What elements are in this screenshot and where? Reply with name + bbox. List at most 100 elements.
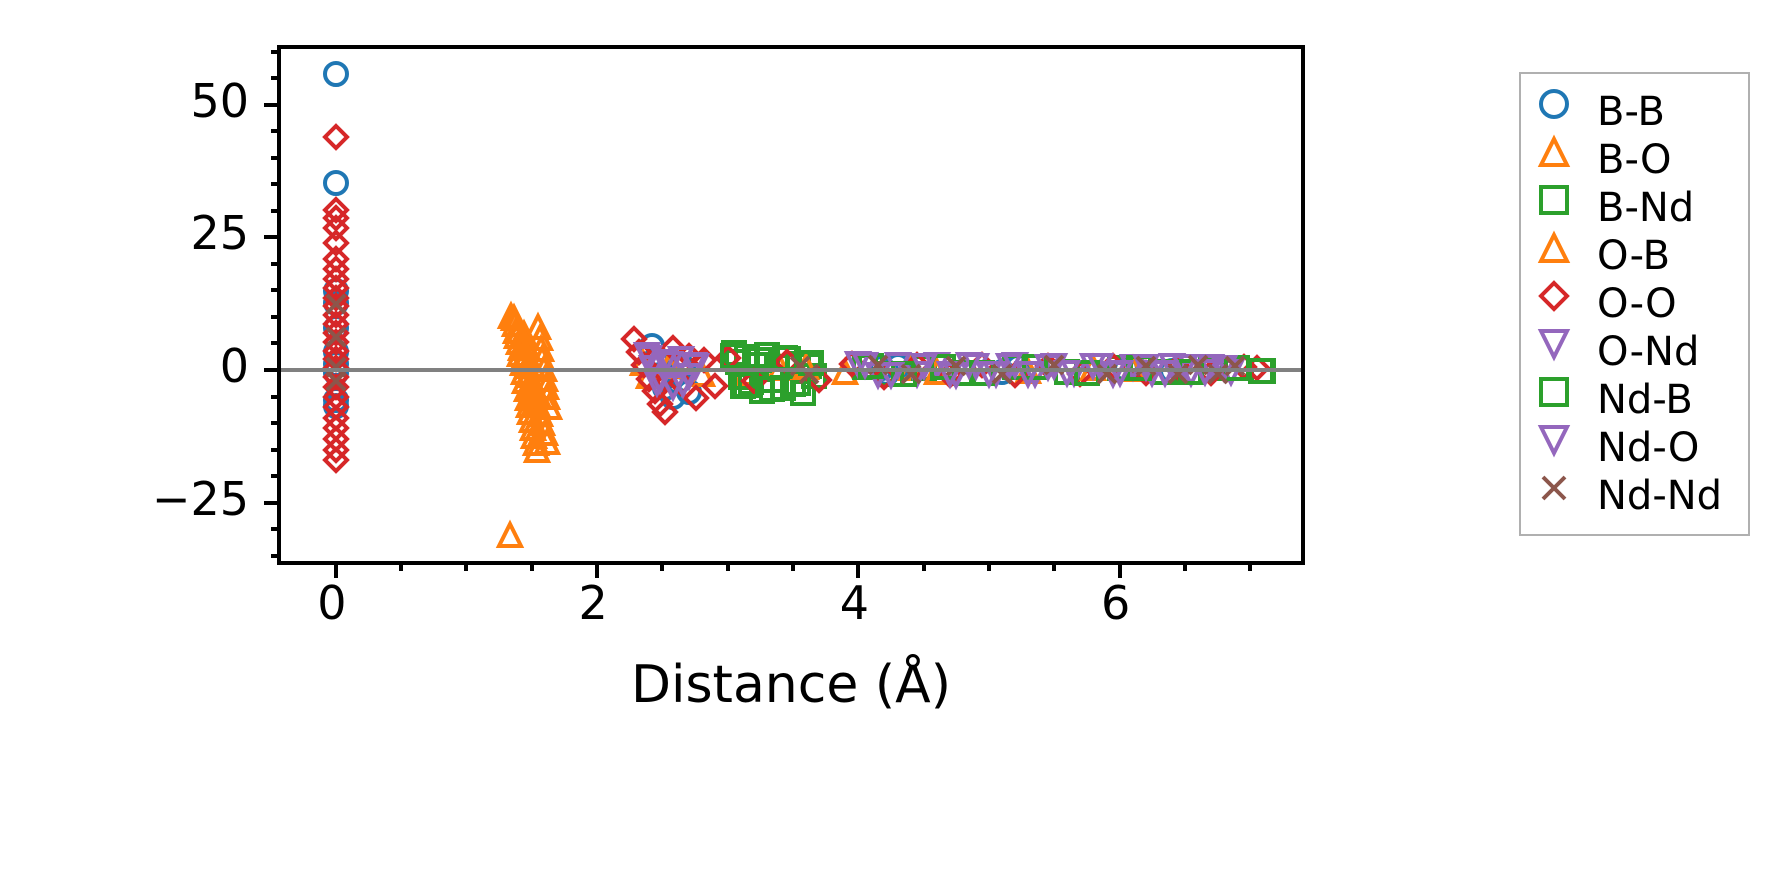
data-point	[619, 325, 648, 354]
square-icon	[1539, 185, 1591, 231]
data-point	[943, 353, 969, 379]
data-point	[955, 351, 984, 381]
data-point	[323, 324, 349, 350]
data-point	[669, 370, 698, 400]
data-point	[322, 60, 349, 87]
legend-label: B-B	[1597, 89, 1665, 135]
data-point	[650, 348, 680, 377]
legend-label: O-Nd	[1597, 329, 1700, 375]
x-tick	[660, 561, 665, 571]
data-point	[759, 376, 786, 403]
data-point	[1222, 353, 1248, 379]
y-tick	[271, 155, 281, 160]
data-point	[865, 352, 891, 378]
y-tick	[271, 394, 281, 399]
data-point	[1151, 359, 1180, 389]
y-tick-label: 0	[219, 339, 249, 394]
legend-item-o-nd[interactable]: O-Nd	[1537, 328, 1722, 376]
x-tick	[791, 561, 796, 571]
legend-item-b-b[interactable]: B-B	[1539, 88, 1722, 136]
y-tick	[271, 182, 281, 187]
data-point	[495, 519, 524, 548]
data-point	[746, 347, 773, 374]
x-tick	[921, 561, 926, 571]
data-point	[322, 328, 350, 357]
data-point	[322, 195, 350, 224]
data-point	[522, 434, 552, 463]
data-point	[935, 361, 965, 390]
y-tick	[271, 261, 281, 266]
triangle-up-icon	[1537, 230, 1591, 279]
data-point	[898, 361, 924, 387]
x-tick-label: 4	[839, 576, 869, 630]
data-point	[322, 213, 350, 242]
x-tick	[725, 561, 730, 571]
data-point	[656, 350, 685, 380]
legend: B-B B-O B-Nd O-B O-O O-Nd Nd-B Nd-O Nd-Nd	[1519, 72, 1751, 536]
triangle-up-icon	[1537, 134, 1591, 183]
legend-item-nd-b[interactable]: Nd-B	[1539, 376, 1722, 424]
x-tick	[986, 561, 991, 571]
x-tick-label: 0	[317, 576, 347, 630]
data-point	[525, 322, 554, 352]
data-point	[322, 435, 350, 464]
y-tick	[271, 527, 281, 532]
data-point	[635, 345, 664, 374]
data-point	[1133, 353, 1159, 379]
data-point	[323, 368, 349, 394]
x-tick	[1182, 561, 1187, 571]
legend-item-b-o[interactable]: B-O	[1537, 134, 1722, 184]
data-point	[1041, 352, 1067, 378]
data-point	[1170, 353, 1200, 383]
data-point	[1021, 354, 1048, 381]
data-point	[1085, 353, 1115, 382]
data-point	[322, 170, 349, 197]
legend-label: O-O	[1597, 281, 1677, 327]
data-point	[645, 390, 674, 418]
y-tick	[271, 208, 281, 213]
legend-item-o-o[interactable]: O-O	[1538, 280, 1722, 328]
x-axis-label: Distance (Å)	[630, 655, 952, 715]
legend-label: B-Nd	[1597, 185, 1695, 231]
y-tick	[271, 421, 281, 426]
data-point	[1105, 360, 1134, 389]
y-tick	[271, 129, 281, 134]
data-point	[989, 361, 1015, 387]
data-point	[1165, 361, 1191, 387]
x-tick	[1248, 561, 1253, 571]
legend-item-nd-nd[interactable]: Nd-Nd	[1539, 472, 1722, 520]
data-point	[994, 352, 1023, 382]
y-tick	[271, 447, 281, 452]
square-icon	[1539, 377, 1591, 423]
data-point	[500, 308, 530, 338]
data-point	[524, 311, 553, 340]
diamond-icon	[1538, 280, 1591, 327]
y-tick	[271, 288, 281, 293]
data-point	[323, 291, 349, 317]
y-tick	[271, 49, 281, 54]
data-point	[1013, 360, 1043, 390]
y-tick	[271, 341, 281, 346]
y-tick-label: 50	[190, 73, 249, 128]
y-tick-label: −25	[151, 471, 249, 526]
legend-item-nd-o[interactable]: Nd-O	[1537, 424, 1722, 472]
data-point	[733, 371, 760, 398]
legend-item-o-b[interactable]: O-B	[1537, 230, 1722, 280]
legend-label: Nd-O	[1597, 425, 1700, 471]
data-point	[322, 228, 350, 257]
data-point	[635, 364, 664, 393]
circle-icon	[1539, 89, 1591, 135]
legend-label: O-B	[1597, 233, 1671, 279]
data-point	[850, 351, 880, 381]
y-tick	[264, 500, 281, 505]
data-point	[322, 292, 350, 321]
y-tick	[264, 368, 281, 373]
y-tick	[271, 314, 281, 319]
data-point	[796, 361, 822, 387]
data-point	[1094, 361, 1120, 387]
legend-item-b-nd[interactable]: B-Nd	[1539, 184, 1722, 232]
x-icon	[1539, 473, 1591, 519]
data-point	[974, 360, 1004, 390]
legend-label: Nd-Nd	[1597, 473, 1723, 519]
